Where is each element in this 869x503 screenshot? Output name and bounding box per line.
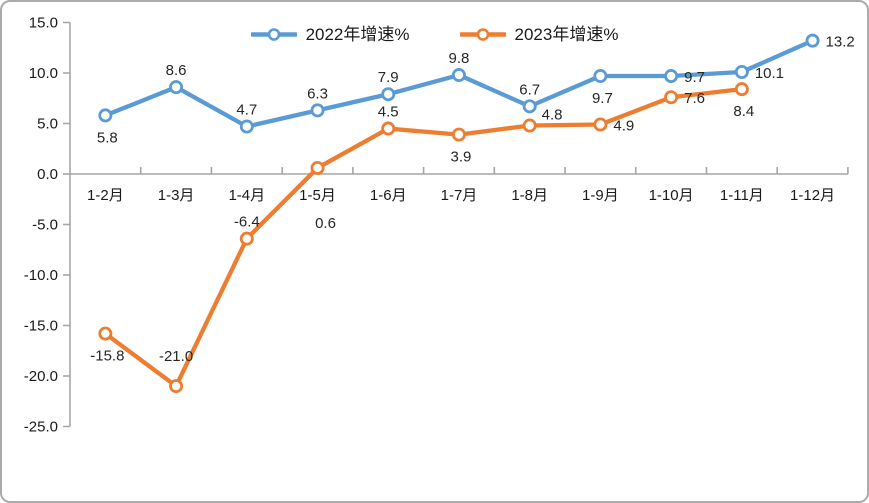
x-axis-category-label: 1-11月 — [720, 187, 764, 204]
y-axis-tick-label: 5.0 — [37, 116, 58, 133]
data-point-label: 4.7 — [236, 102, 257, 119]
x-axis-category-label: 1-8月 — [511, 187, 548, 204]
data-point-marker — [664, 90, 679, 105]
data-point-marker — [239, 119, 254, 134]
data-point-label: 6.7 — [519, 81, 540, 98]
data-point-label: 4.8 — [542, 107, 563, 124]
y-axis-tick-label: -10.0 — [24, 267, 58, 284]
data-point-label: 7.9 — [378, 69, 399, 86]
series-line-2023年增速% — [103, 87, 744, 389]
data-point-marker — [310, 160, 325, 175]
data-point-marker — [169, 80, 184, 95]
y-axis-tick-label: -20.0 — [24, 368, 58, 385]
x-axis-category-label: 1-3月 — [158, 187, 195, 204]
data-point-label: 8.4 — [733, 103, 754, 120]
data-point-marker — [98, 326, 113, 341]
x-axis-category-label: 1-7月 — [441, 187, 478, 204]
data-point-marker — [98, 108, 113, 123]
y-axis-tick-label: 15.0 — [29, 15, 58, 32]
data-point-label: 4.9 — [613, 118, 634, 135]
y-axis-tick-label: 10.0 — [29, 65, 58, 82]
data-point-marker — [593, 69, 608, 84]
data-point-label: 9.7 — [684, 69, 705, 86]
data-point-marker — [734, 82, 749, 97]
data-point-marker — [664, 69, 679, 84]
data-point-marker — [451, 68, 466, 83]
y-axis-tick-label: -15.0 — [24, 318, 58, 335]
data-point-marker — [239, 231, 254, 246]
data-point-label: 9.8 — [449, 50, 470, 67]
data-point-label: -21.0 — [159, 348, 193, 365]
x-axis-category-label: 1-6月 — [370, 187, 407, 204]
data-point-marker — [381, 87, 396, 102]
data-point-marker — [734, 64, 749, 79]
data-point-marker — [451, 127, 466, 142]
data-point-marker — [381, 121, 396, 136]
y-axis-tick-label: -25.0 — [24, 419, 58, 436]
data-point-label: 10.1 — [755, 65, 784, 82]
data-point-label: 0.6 — [315, 215, 336, 232]
data-point-label: 9.7 — [592, 90, 613, 107]
data-point-label: -15.8 — [90, 348, 124, 365]
data-point-label: 4.5 — [378, 104, 399, 121]
data-point-label: 6.3 — [307, 85, 328, 102]
data-point-marker — [805, 33, 820, 48]
data-point-label: 7.6 — [684, 90, 705, 107]
x-axis-category-label: 1-2月 — [87, 187, 124, 204]
x-axis-category-label: 1-4月 — [228, 187, 265, 204]
y-axis-tick-label: -5.0 — [32, 217, 58, 234]
x-axis-category-label: 1-10月 — [649, 187, 694, 204]
data-point-marker — [310, 103, 325, 118]
y-axis-tick-label: 0.0 — [37, 166, 58, 183]
data-point-marker — [593, 117, 608, 132]
data-point-marker — [522, 118, 537, 133]
data-point-label: 5.8 — [97, 129, 118, 146]
x-axis-category-label: 1-5月 — [299, 187, 336, 204]
data-point-marker — [169, 379, 184, 394]
x-axis-category-label: 1-12月 — [790, 187, 835, 204]
data-point-label: 8.6 — [166, 62, 187, 79]
data-point-marker — [522, 99, 537, 114]
data-point-label: -6.4 — [234, 214, 260, 231]
data-point-label: 13.2 — [826, 34, 855, 51]
x-axis-category-label: 1-9月 — [582, 187, 619, 204]
data-point-label: 3.9 — [451, 149, 472, 166]
